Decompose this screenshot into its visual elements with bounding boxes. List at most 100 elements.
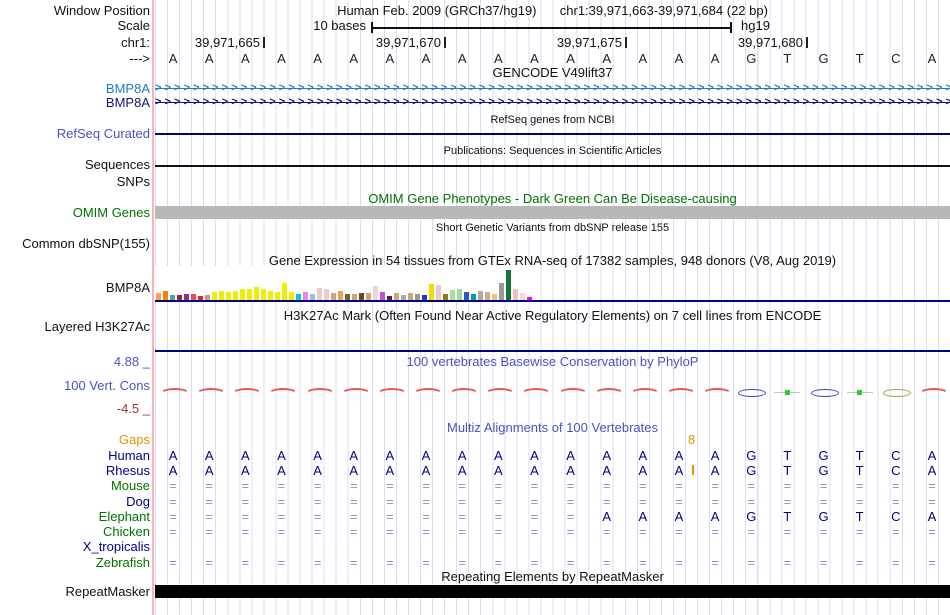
gtex-bar[interactable] (394, 293, 399, 300)
align-cell-chicken: = (205, 524, 213, 539)
align-cell-elephant: = (422, 509, 430, 524)
gtex-bar[interactable] (254, 287, 259, 300)
gtex-bar[interactable] (170, 295, 175, 300)
gencode-transcript-label: BMP8A (105, 95, 150, 110)
gtex-bar[interactable] (324, 289, 329, 300)
align-cell-elephant: A (710, 509, 720, 524)
sequence-base: G (746, 51, 757, 66)
gtex-bar[interactable] (240, 289, 245, 300)
gtex-bar[interactable] (366, 293, 371, 300)
gtex-bar[interactable] (485, 292, 490, 300)
gtex-bar[interactable] (205, 295, 210, 300)
gtex-bar[interactable] (303, 292, 308, 300)
gtex-bar[interactable] (261, 289, 266, 300)
align-cell-elephant: T (855, 509, 864, 524)
gtex-barchart[interactable] (156, 267, 536, 300)
gtex-bar[interactable] (408, 293, 413, 300)
sequences-track-line[interactable] (155, 165, 950, 167)
gtex-bar[interactable] (443, 294, 448, 300)
gtex-bar[interactable] (527, 297, 532, 300)
phylop-lens (882, 389, 911, 397)
align-cell-zebrafish: = (711, 555, 719, 570)
gtex-bar[interactable] (156, 293, 161, 300)
gtex-bar[interactable] (296, 294, 301, 300)
chrom-label: chr1: (121, 35, 150, 50)
align-cell-human: A (421, 448, 431, 463)
refseq-track-line[interactable] (155, 133, 950, 135)
gtex-bar[interactable] (464, 292, 469, 300)
h3k27ac-title: H3K27Ac Mark (Often Found Near Active Re… (283, 308, 822, 323)
gtex-bar[interactable] (380, 292, 385, 300)
gtex-bar[interactable] (436, 285, 441, 300)
gtex-bar[interactable] (373, 286, 378, 300)
sequence-base: A (457, 51, 467, 66)
align-cell-rhesus: A (421, 463, 431, 478)
align-cell-human: A (493, 448, 503, 463)
phylop-arc (376, 388, 407, 400)
coordinate-tick (444, 37, 446, 48)
gtex-bar[interactable] (352, 294, 357, 300)
gtex-bar[interactable] (198, 296, 203, 300)
gtex-bar[interactable] (282, 283, 287, 300)
gtex-bar[interactable] (506, 270, 511, 300)
gtex-bar[interactable] (163, 291, 168, 300)
align-cell-zebrafish: = (566, 555, 575, 570)
align-cell-zebrafish: = (783, 555, 792, 570)
gtex-bar[interactable] (275, 292, 280, 300)
align-cell-chicken: = (530, 524, 539, 539)
h3k27ac-track-line[interactable] (155, 350, 950, 352)
gtex-bar[interactable] (359, 293, 364, 300)
gtex-bar[interactable] (429, 284, 434, 300)
gtex-bar[interactable] (212, 292, 217, 300)
gtex-bar[interactable] (422, 295, 427, 300)
rhesus-gap-bar (692, 465, 694, 475)
repeatmasker-label: RepeatMasker (65, 584, 150, 599)
omim-label: OMIM Genes (72, 205, 150, 220)
gtex-bar[interactable] (520, 293, 525, 300)
sequence-base: A (240, 51, 250, 66)
align-cell-elephant: = (494, 509, 503, 524)
coordinate-label: 39,971,665 (194, 35, 260, 50)
gtex-bar[interactable] (233, 291, 238, 300)
align-cell-chicken: = (747, 524, 756, 539)
gtex-bar[interactable] (219, 291, 224, 300)
gtex-bar[interactable] (310, 294, 315, 300)
gencode-title: GENCODE V49lift37 (492, 65, 613, 80)
align-cell-dog: = (602, 494, 611, 509)
gtex-bar[interactable] (331, 293, 336, 300)
gtex-bar[interactable] (289, 292, 294, 300)
gtex-bar[interactable] (317, 288, 322, 300)
gtex-bar[interactable] (492, 294, 497, 300)
gencode-transcript-1[interactable]: >>>>>>>>>>>>>>>>>>>>>>>>>>>>>>>>>>>>>>>>… (155, 82, 950, 94)
align-cell-zebrafish: = (313, 555, 322, 570)
gtex-bar[interactable] (177, 295, 182, 300)
gtex-bar[interactable] (387, 296, 392, 300)
align-cell-human: C (891, 448, 901, 463)
gtex-bar[interactable] (191, 294, 196, 300)
gtex-bar[interactable] (415, 294, 420, 300)
gtex-bar[interactable] (338, 291, 343, 300)
gtex-bar[interactable] (345, 294, 350, 300)
align-cell-zebrafish: = (639, 555, 647, 570)
gtex-bar[interactable] (513, 289, 518, 300)
align-cell-zebrafish: = (602, 555, 611, 570)
align-cell-dog: = (819, 494, 828, 509)
gtex-bar[interactable] (499, 283, 504, 300)
gtex-bar[interactable] (478, 291, 483, 300)
align-cell-elephant: = (205, 509, 213, 524)
gtex-bar[interactable] (450, 290, 455, 300)
gtex-bar[interactable] (401, 295, 406, 300)
gtex-bar[interactable] (184, 294, 189, 300)
align-cell-dog: = (747, 494, 756, 509)
gtex-bar[interactable] (457, 289, 462, 300)
sequence-base: A (710, 51, 720, 66)
gtex-bar[interactable] (226, 292, 231, 300)
align-cell-human: A (313, 448, 322, 463)
omim-gene-bar[interactable] (155, 206, 950, 219)
gtex-bar[interactable] (471, 294, 476, 300)
repeatmasker-bar[interactable] (155, 585, 950, 598)
gtex-bar[interactable] (268, 291, 273, 300)
gencode-transcript-2[interactable]: >>>>>>>>>>>>>>>>>>>>>>>>>>>>>>>>>>>>>>>>… (155, 96, 950, 108)
align-cell-mouse: = (386, 478, 394, 493)
gtex-bar[interactable] (247, 289, 252, 300)
